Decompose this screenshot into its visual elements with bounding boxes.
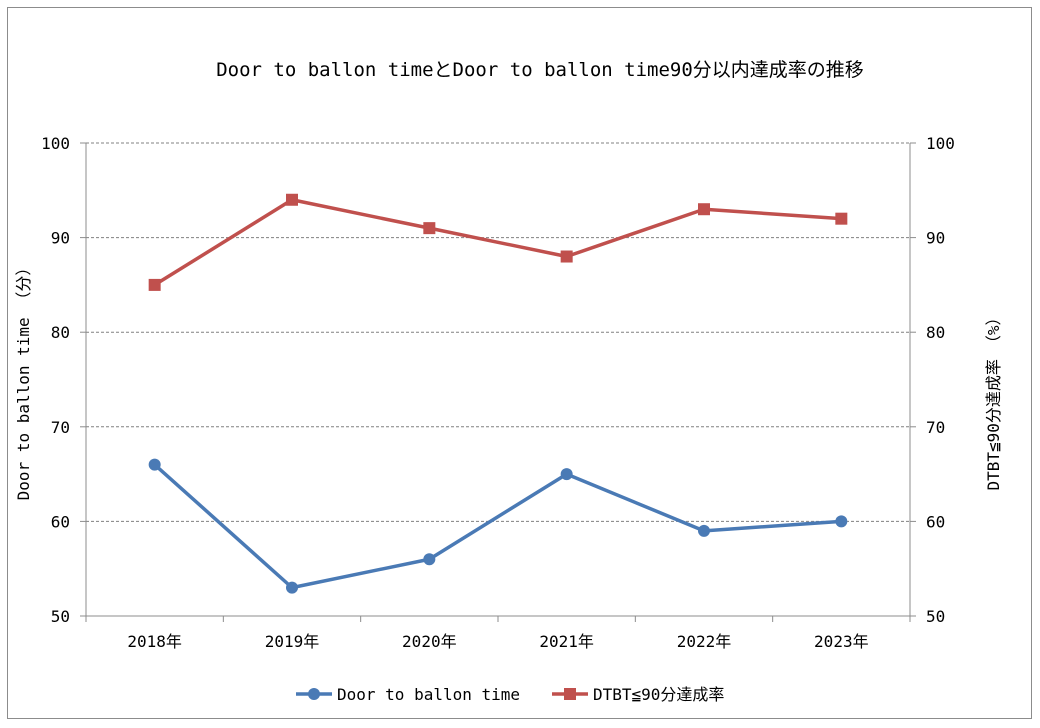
data-point-square xyxy=(835,212,848,225)
legend-marker-square xyxy=(564,688,576,700)
x-tick-labels: 2018年 2019年 2020年 2021年 2022年 2023年 xyxy=(85,616,911,651)
left-y-tick-label: 100 xyxy=(41,134,70,153)
right-y-tick-label: 90 xyxy=(926,229,945,248)
right-y-axis-title: DTBT≦90分達成率 （%） xyxy=(984,309,1003,490)
series-layer xyxy=(148,193,848,594)
legend-item-1: Door to ballon time xyxy=(296,685,520,704)
x-tick-label: 2019年 xyxy=(265,632,320,651)
right-y-tick-label: 80 xyxy=(926,323,945,342)
data-point-circle xyxy=(286,581,298,594)
data-point-square xyxy=(423,222,436,235)
data-point-circle xyxy=(835,515,848,528)
left-y-tick-label: 90 xyxy=(51,229,70,248)
right-y-tick-label: 100 xyxy=(926,134,955,153)
series-1 xyxy=(148,458,848,594)
left-y-tick-label: 60 xyxy=(51,512,70,531)
left-y-tick-label: 70 xyxy=(51,418,70,437)
x-tick-label: 2022年 xyxy=(677,632,732,651)
x-tick-label: 2020年 xyxy=(402,632,457,651)
series-line xyxy=(153,463,842,590)
right-y-tick-label: 60 xyxy=(926,512,945,531)
x-tick-label: 2018年 xyxy=(127,632,182,651)
data-point-square xyxy=(698,203,710,216)
legend-marker-circle xyxy=(308,688,320,700)
left-y-tick-labels: 100 90 80 70 60 50 xyxy=(41,134,86,626)
x-tick-label: 2021年 xyxy=(539,632,594,651)
data-point-circle xyxy=(423,553,436,566)
legend-item-2: DTBT≦90分達成率 xyxy=(552,685,724,704)
data-point-circle xyxy=(698,524,710,537)
data-point-square xyxy=(560,250,573,263)
left-y-tick-label: 50 xyxy=(51,607,70,626)
right-y-tick-label: 70 xyxy=(926,418,945,437)
chart-title: Door to ballon timeとDoor to ballon time9… xyxy=(216,59,864,81)
legend-label: DTBT≦90分達成率 xyxy=(593,685,724,704)
right-y-tick-labels: 100 90 80 70 60 50 xyxy=(910,134,955,626)
left-y-axis-title: Door to ballon time （分） xyxy=(14,260,33,501)
data-point-circle xyxy=(560,468,573,481)
series-line xyxy=(153,198,842,287)
data-point-square xyxy=(286,193,298,206)
right-y-tick-label: 50 xyxy=(926,607,945,626)
x-tick-label: 2023年 xyxy=(814,632,869,651)
chart-border xyxy=(7,7,1032,719)
legend-label: Door to ballon time xyxy=(337,685,520,704)
data-point-circle xyxy=(148,458,161,471)
series-2 xyxy=(148,193,848,291)
data-point-square xyxy=(148,278,161,291)
legend: Door to ballon time DTBT≦90分達成率 xyxy=(296,685,724,704)
left-y-tick-label: 80 xyxy=(51,323,70,342)
gridlines xyxy=(86,142,910,522)
